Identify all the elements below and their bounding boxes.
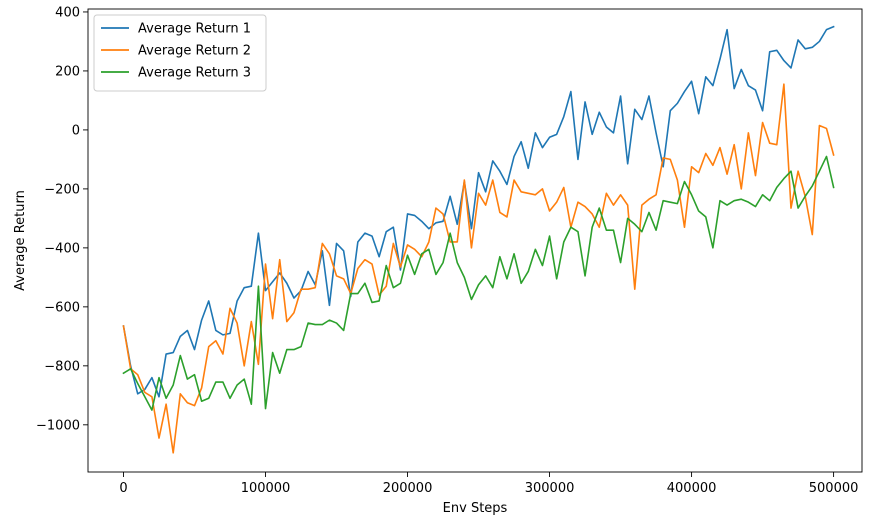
x-tick-label: 300000 — [525, 481, 575, 496]
plot-frame — [87, 8, 863, 473]
y-tick-label: −200 — [44, 182, 80, 197]
legend-label-3: Average Return 3 — [138, 66, 251, 81]
y-axis: −1000 −800 −600 −400 −200 0 200 400 — [36, 5, 88, 433]
y-tick-label: 400 — [55, 5, 80, 20]
series-layer — [122, 25, 835, 454]
y-tick-label: −400 — [44, 241, 80, 256]
legend-label-1: Average Return 1 — [138, 22, 251, 37]
x-axis-label: Env Steps — [443, 501, 508, 516]
x-axis: 0 100000 200000 300000 400000 500000 — [119, 472, 858, 496]
legend: Average Return 1 Average Return 2 Average … — [93, 14, 267, 92]
x-tick-label: 500000 — [809, 481, 859, 496]
series-line-2 — [122, 83, 835, 454]
y-axis-label: Average Return — [13, 190, 28, 291]
x-tick-label: 400000 — [667, 481, 717, 496]
legend-label-2: Average Return 2 — [138, 44, 251, 59]
y-tick-label: −1000 — [36, 418, 80, 433]
series-line-1 — [122, 25, 835, 398]
plot-area — [87, 8, 863, 473]
series-line-3 — [122, 155, 835, 411]
y-tick-label: −800 — [44, 359, 80, 374]
y-tick-label: −600 — [44, 300, 80, 315]
x-tick-label: 200000 — [383, 481, 433, 496]
x-tick-label: 100000 — [241, 481, 291, 496]
legend-box — [93, 14, 267, 92]
x-tick-label: 0 — [119, 481, 127, 496]
y-tick-label: 200 — [55, 64, 80, 79]
y-tick-label: 0 — [72, 123, 80, 138]
